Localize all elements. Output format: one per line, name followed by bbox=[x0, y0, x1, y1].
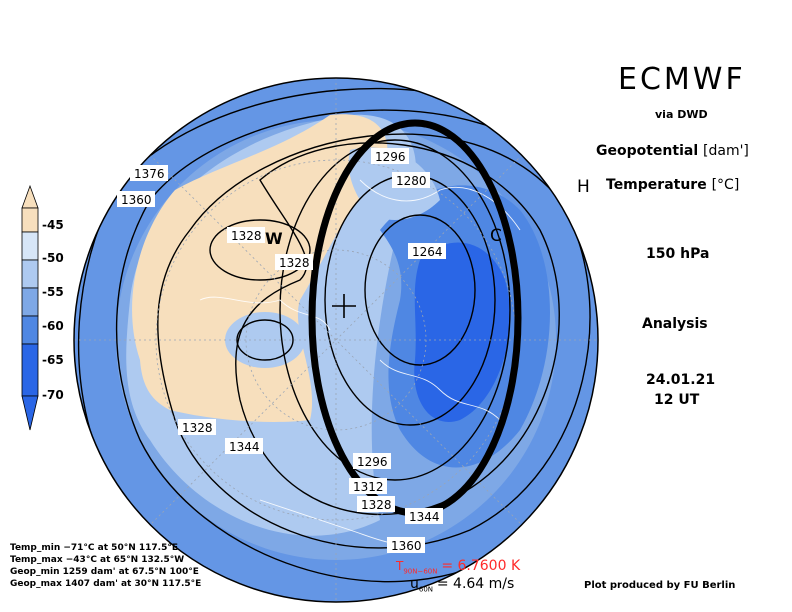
svg-text:1328: 1328 bbox=[231, 229, 262, 243]
legend-label: -55 bbox=[42, 285, 64, 299]
brand-subtitle: via DWD bbox=[655, 108, 708, 121]
coastline-a bbox=[199, 296, 331, 331]
parameter-temperature-unit: [°C] bbox=[711, 177, 740, 193]
contour-label: 1328 bbox=[227, 227, 265, 243]
warm-anomaly-region bbox=[132, 114, 388, 422]
legend-swatch bbox=[21, 315, 39, 345]
legend-label: -50 bbox=[42, 251, 64, 265]
svg-text:1264: 1264 bbox=[412, 245, 443, 259]
valid-date: 24.01.21 bbox=[646, 372, 716, 388]
legend-label: -65 bbox=[42, 353, 64, 367]
stat-geop-min: Geop_min 1259 dam' at 67.5°N 100°E bbox=[10, 567, 199, 577]
polar-temperature-index: T90N−60N = 6.7600 K bbox=[396, 558, 520, 575]
legend-swatch bbox=[21, 343, 39, 397]
contour-label: 1360 bbox=[387, 537, 425, 553]
pole-marker bbox=[332, 294, 356, 318]
contour-label: 1360 bbox=[117, 191, 155, 207]
contour-label: 1328 bbox=[178, 419, 216, 435]
legend-label: -60 bbox=[42, 319, 64, 333]
coastline-b bbox=[379, 359, 501, 421]
map-border bbox=[73, 77, 599, 603]
warm-marker: W bbox=[265, 229, 283, 248]
svg-text:1312: 1312 bbox=[353, 480, 384, 494]
stat-temp-min: Temp_min −71°C at 50°N 117.5°E bbox=[10, 543, 178, 553]
legend-arrow-top bbox=[21, 184, 39, 209]
valid-time: 12 UT bbox=[654, 392, 700, 408]
stat-temp-max: Temp_max −43°C at 65°N 132.5°W bbox=[10, 555, 185, 565]
contour-label: 1264 bbox=[408, 243, 446, 259]
zonal-wind-symbol: u bbox=[410, 576, 419, 592]
parameter-geopotential: Geopotential [dam'] bbox=[596, 143, 749, 159]
cold-core bbox=[414, 242, 510, 422]
contour-label: 1328 bbox=[275, 254, 313, 270]
svg-text:1344: 1344 bbox=[229, 440, 260, 454]
legend-label: -45 bbox=[42, 218, 64, 232]
zonal-wind-subscript: 60N bbox=[418, 585, 434, 594]
legend-swatch bbox=[21, 287, 39, 317]
legend-swatch bbox=[21, 207, 39, 233]
svg-text:1344: 1344 bbox=[409, 510, 440, 524]
svg-text:1296: 1296 bbox=[357, 455, 388, 469]
svg-text:1360: 1360 bbox=[391, 539, 422, 553]
legend-swatch bbox=[21, 259, 39, 289]
legend-arrow-bottom bbox=[21, 395, 39, 431]
svg-text:1376: 1376 bbox=[134, 167, 165, 181]
svg-text:1328: 1328 bbox=[279, 256, 310, 270]
contour-label: 1328 bbox=[357, 496, 395, 512]
contour-1264 bbox=[364, 214, 476, 366]
pressure-level: 150 hPa bbox=[646, 246, 710, 262]
polar-temperature-value: = 6.7600 K bbox=[441, 558, 521, 574]
svg-text:1360: 1360 bbox=[121, 193, 152, 207]
svg-text:1328: 1328 bbox=[182, 421, 213, 435]
contour-label: 1296 bbox=[353, 453, 391, 469]
contour-label-group: 1376 1360 1328 1328 1296 1280 1264 1328 … bbox=[117, 148, 446, 553]
svg-text:1296: 1296 bbox=[375, 150, 406, 164]
contour-label: 1312 bbox=[349, 478, 387, 494]
contour-1328-inner bbox=[209, 219, 311, 281]
plot-credit: Plot produced by FU Berlin bbox=[584, 580, 736, 591]
parameter-temperature-name: Temperature bbox=[606, 177, 707, 193]
contour-label: 1376 bbox=[130, 165, 168, 181]
zonal-wind-index: u60N = 4.64 m/s bbox=[410, 576, 514, 593]
legend-swatch bbox=[21, 231, 39, 261]
contour-label: 1296 bbox=[371, 148, 409, 164]
parameter-temperature: Temperature [°C] bbox=[606, 177, 739, 193]
contour-1328 bbox=[157, 133, 591, 549]
svg-text:1280: 1280 bbox=[396, 174, 427, 188]
polar-temperature-symbol: T bbox=[396, 559, 404, 573]
contour-label: 1344 bbox=[225, 438, 263, 454]
polar-temperature-subscript: 90N−60N bbox=[403, 567, 438, 576]
contour-label: 1280 bbox=[392, 172, 430, 188]
svg-text:1328: 1328 bbox=[361, 498, 392, 512]
stat-geop-max: Geop_max 1407 dam' at 30°N 117.5°E bbox=[10, 579, 202, 589]
contour-1296 bbox=[279, 139, 511, 481]
zonal-wind-value: = 4.64 m/s bbox=[436, 576, 515, 592]
low-pressure-marker: C bbox=[490, 226, 502, 246]
parameter-geopotential-name: Geopotential bbox=[596, 143, 699, 159]
high-pressure-marker: H bbox=[577, 177, 590, 197]
contour-label: 1344 bbox=[405, 508, 443, 524]
legend-label: -70 bbox=[42, 388, 64, 402]
contour-inner-west bbox=[236, 319, 294, 361]
brand-title: ECMWF bbox=[618, 62, 746, 97]
parameter-geopotential-unit: [dam'] bbox=[703, 143, 749, 159]
color-legend: -45 -50 -55 -60 -65 -70 bbox=[21, 184, 64, 431]
run-type: Analysis bbox=[642, 316, 708, 332]
